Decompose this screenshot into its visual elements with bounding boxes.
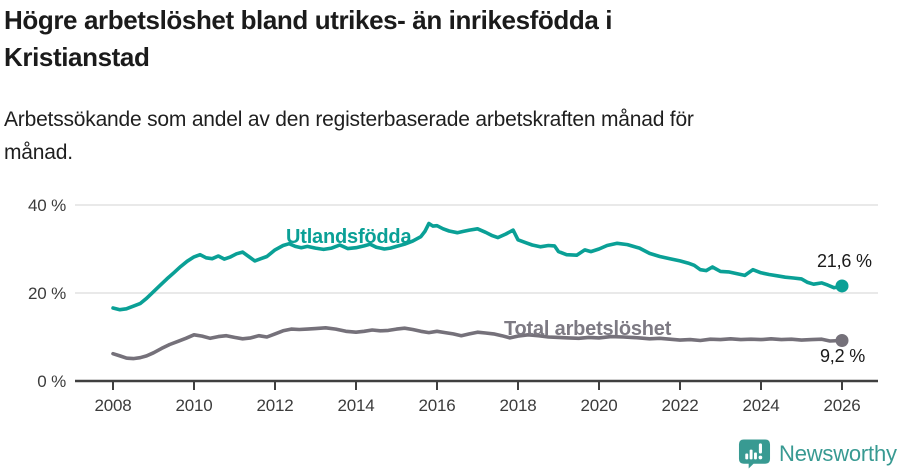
x-tick-label: 2022 xyxy=(661,396,698,415)
x-tick-label: 2024 xyxy=(742,396,779,415)
brand-footer[interactable]: Newsworthy xyxy=(738,438,897,470)
x-tick-label: 2008 xyxy=(94,396,131,415)
y-tick-label: 0 % xyxy=(37,372,66,391)
x-tick-label: 2018 xyxy=(499,396,536,415)
chart-title: Högre arbetslöshet bland utrikes- än inr… xyxy=(4,5,613,72)
x-tick-label: 2016 xyxy=(418,396,455,415)
x-tick-label: 2026 xyxy=(823,396,860,415)
y-tick-label: 20 % xyxy=(28,284,66,303)
end-value-label-total: 9,2 % xyxy=(820,346,866,366)
x-tick-label: 2020 xyxy=(580,396,617,415)
chart-subtitle: Arbetssökande som andel av den registerb… xyxy=(4,108,694,164)
x-tick-label: 2010 xyxy=(175,396,212,415)
series-line-0 xyxy=(111,221,844,312)
series-label-utlandsfodda: Utlandsfödda xyxy=(286,226,412,248)
x-tick-label: 2014 xyxy=(337,396,374,415)
series-end-dot-0 xyxy=(835,279,849,293)
end-value-label-utlandsfodda: 21,6 % xyxy=(817,251,872,271)
y-tick-label: 40 % xyxy=(28,196,66,215)
series-end-dot-1 xyxy=(835,334,849,348)
x-tick-label: 2012 xyxy=(256,396,293,415)
newsworthy-logo-icon xyxy=(738,439,771,469)
chart-canvas: 0 % 20 % 40 % 2008 2010 2012 2014 2016 2018 2020 2… xyxy=(28,196,878,415)
brand-name: Newsworthy xyxy=(779,441,897,466)
series-label-total-arbetsloshet: Total arbetslöshet xyxy=(504,318,672,340)
series-line-1 xyxy=(111,326,844,361)
